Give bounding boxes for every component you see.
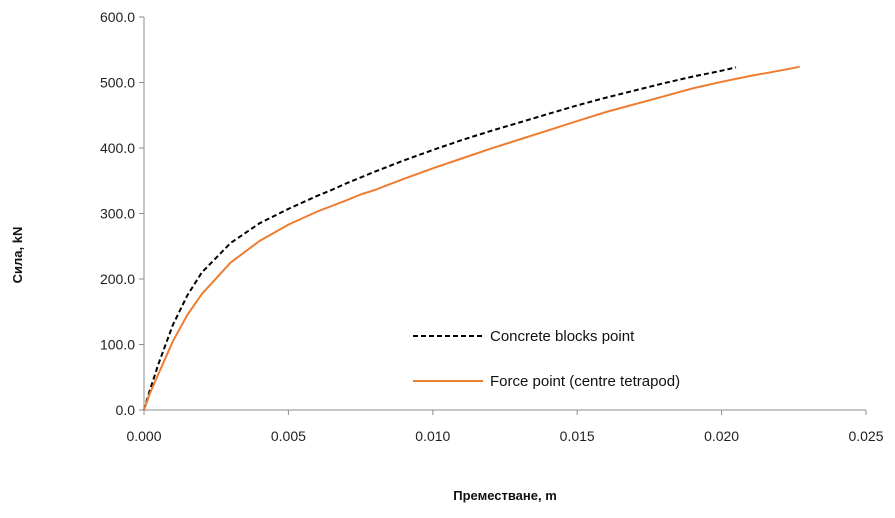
x-tick-label: 0.010: [415, 428, 450, 444]
y-tick-label: 300.0: [100, 206, 135, 222]
legend-label-concrete: Concrete blocks point: [490, 328, 635, 345]
series-layer: [143, 65, 800, 411]
y-tick-label: 500.0: [100, 75, 135, 91]
y-axis-title: Сила, kN: [10, 227, 25, 284]
y-tick-label: 400.0: [100, 140, 135, 156]
x-tick-label: 0.020: [704, 428, 739, 444]
y-tick-label: 600.0: [100, 9, 135, 25]
x-tick-label: 0.025: [848, 428, 883, 444]
x-ticks: 0.000 0.005 0.010 0.015 0.020 0.025: [126, 410, 884, 444]
legend-label-force: Force point (centre tetrapod): [490, 373, 680, 390]
y-tick-label: 0.0: [116, 402, 136, 418]
series-line-0: [143, 66, 737, 411]
x-tick-label: 0.000: [126, 428, 161, 444]
series-line-1: [143, 65, 800, 411]
legend: Concrete blocks point Force point (centr…: [413, 328, 680, 390]
x-axis-title: Преместване, m: [453, 488, 557, 503]
x-tick-label: 0.005: [271, 428, 306, 444]
y-ticks: 0.0 100.0 200.0 300.0 400.0 500.0 600.0: [100, 9, 144, 418]
y-tick-label: 100.0: [100, 337, 135, 353]
y-tick-label: 200.0: [100, 271, 135, 287]
axes: [143, 17, 866, 411]
x-tick-label: 0.015: [560, 428, 595, 444]
